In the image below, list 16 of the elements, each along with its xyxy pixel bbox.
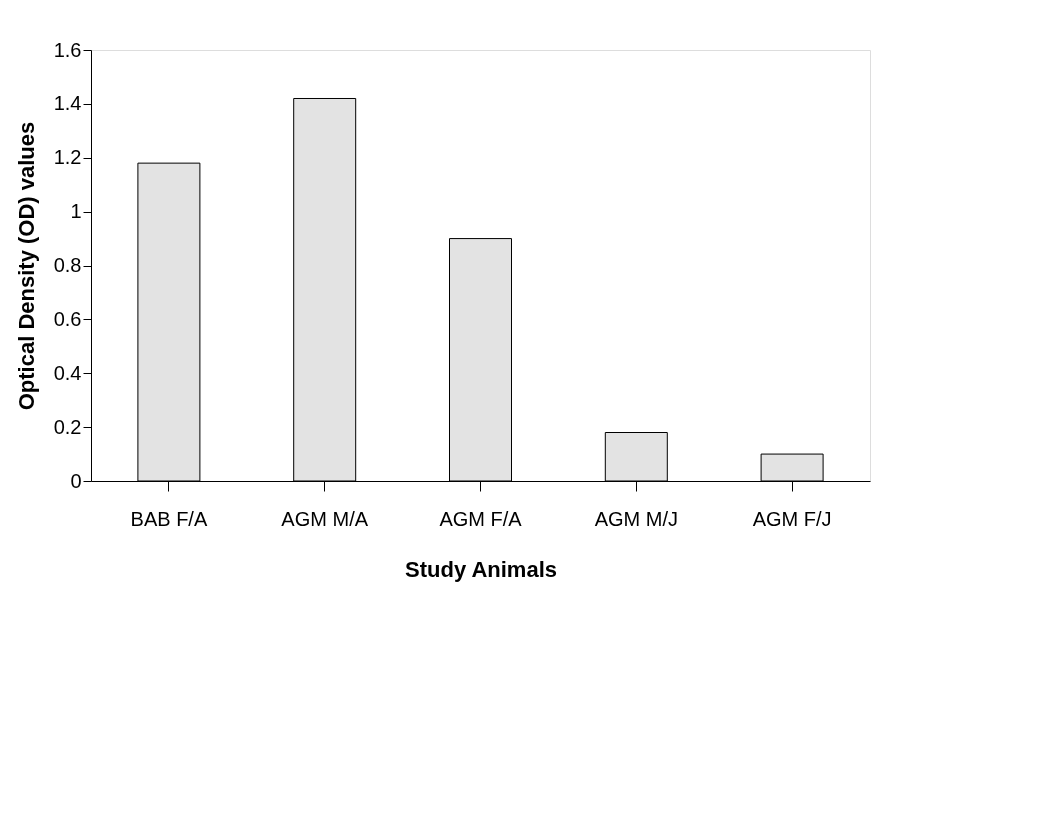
y-tick-label: 1.2: [53, 146, 82, 169]
x-tick-label: AGM F/A: [439, 507, 523, 530]
y-tick-label: 1.6: [53, 38, 82, 61]
y-tick-label: 0: [70, 469, 82, 492]
y-tick-label: 0.6: [53, 307, 82, 330]
x-tick-label: AGM M/A: [281, 507, 369, 530]
y-tick-label: 1.4: [53, 92, 82, 115]
y-axis-title: Optical Density (OD) values: [13, 121, 39, 411]
x-tick-label: AGM M/J: [594, 507, 678, 530]
y-tick-label: 0.2: [53, 415, 82, 438]
y-tick-label: 0.8: [53, 254, 82, 276]
x-tick-label: BAB F/A: [130, 507, 208, 530]
y-tick-label: 0.4: [53, 361, 82, 384]
y-tick-label: 1: [70, 200, 82, 223]
x-axis-title: Study Animals: [405, 556, 557, 582]
x-tick-label: AGM F/J: [752, 507, 832, 530]
